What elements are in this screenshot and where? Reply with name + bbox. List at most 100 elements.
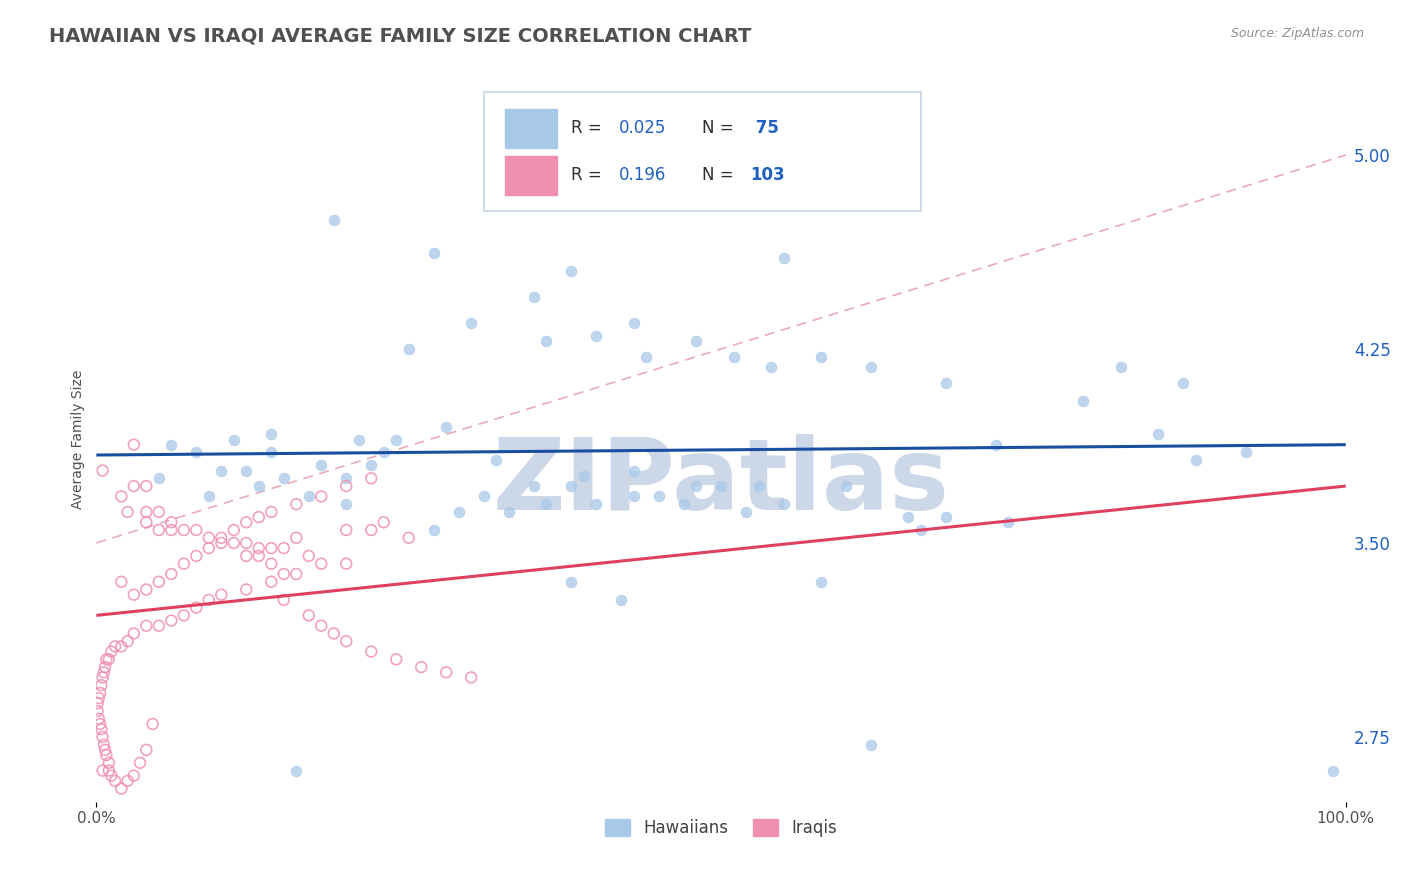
Point [135,479,157,493]
Point [623,490,645,504]
Point [160,515,183,529]
Point [984,438,1007,452]
Point [235,582,257,597]
Point [209,531,232,545]
Point [1109,360,1132,375]
Point [222,523,245,537]
Point [122,479,145,493]
Point [91,730,114,744]
Point [285,764,308,778]
Point [97,652,120,666]
Point [148,618,170,632]
Point [373,445,395,459]
Text: ZIPatlas: ZIPatlas [492,434,949,532]
Point [135,515,157,529]
Point [86,704,108,718]
Point [810,574,832,589]
Point [723,350,745,364]
Point [93,665,115,680]
Point [173,523,195,537]
Point [309,557,332,571]
Point [97,764,120,778]
Point [298,549,321,563]
Point [235,549,257,563]
Point [260,557,283,571]
Point [1185,453,1208,467]
Point [135,618,157,632]
Point [148,471,170,485]
Point [534,334,557,349]
Point [122,588,145,602]
Point [247,541,270,555]
Point [235,536,257,550]
Point [117,505,139,519]
Point [273,592,295,607]
Text: N =: N = [703,120,740,137]
Point [247,510,270,524]
Point [398,531,420,545]
FancyBboxPatch shape [505,155,557,194]
Point [610,592,633,607]
Point [385,433,408,447]
Point [235,515,257,529]
Text: HAWAIIAN VS IRAQI AVERAGE FAMILY SIZE CORRELATION CHART: HAWAIIAN VS IRAQI AVERAGE FAMILY SIZE CO… [49,27,752,45]
Point [129,756,152,770]
Point [110,574,132,589]
Point [94,743,117,757]
Point [273,566,295,581]
Point [523,290,546,304]
Point [309,458,332,473]
Point [222,536,245,550]
Y-axis label: Average Family Size: Average Family Size [72,370,86,509]
Point [104,773,127,788]
Point [859,738,882,752]
Point [910,523,932,537]
Point [298,490,321,504]
Point [472,490,495,504]
Point [1073,393,1095,408]
Point [148,523,170,537]
Point [585,329,607,343]
Point [560,264,582,278]
Point [935,376,957,390]
Point [160,438,183,452]
Point [748,479,770,493]
Point [110,781,132,796]
Point [148,574,170,589]
Point [647,490,669,504]
Point [1173,376,1195,390]
Point [273,471,295,485]
FancyBboxPatch shape [484,92,921,211]
Point [685,334,707,349]
Text: Source: ZipAtlas.com: Source: ZipAtlas.com [1230,27,1364,40]
Point [485,453,508,467]
Point [235,464,257,478]
Point [672,497,695,511]
Legend: Hawaiians, Iraqis: Hawaiians, Iraqis [598,813,844,844]
Point [110,490,132,504]
Text: 0.196: 0.196 [619,166,666,185]
Point [87,691,110,706]
Point [434,665,457,680]
Point [186,549,208,563]
Point [710,479,733,493]
Point [422,523,444,537]
Point [1147,427,1170,442]
Point [260,541,283,555]
Text: 103: 103 [749,166,785,185]
Point [335,471,357,485]
Point [198,490,221,504]
Text: 0.025: 0.025 [619,120,666,137]
Point [148,505,170,519]
Point [135,582,157,597]
Point [772,497,794,511]
Point [335,479,357,493]
Point [117,634,139,648]
Point [97,756,120,770]
Point [198,531,221,545]
Point [935,510,957,524]
Point [498,174,520,188]
Point [1234,445,1257,459]
Point [160,566,183,581]
Point [186,600,208,615]
